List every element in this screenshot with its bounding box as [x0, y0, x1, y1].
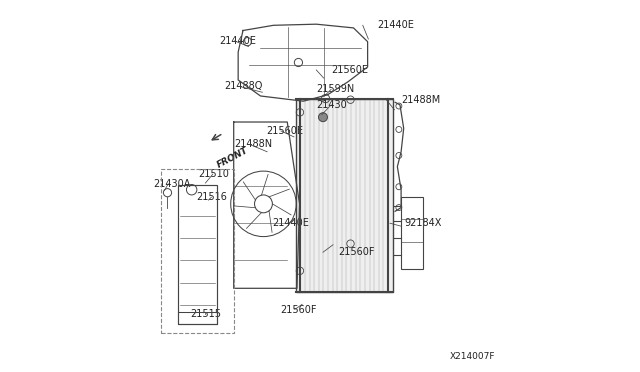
Bar [161, 169, 234, 333]
Text: 21599N: 21599N [316, 84, 355, 94]
Bar [401, 197, 424, 269]
Text: 21440E: 21440E [378, 20, 415, 30]
Bar [296, 99, 392, 292]
Text: 21560E: 21560E [331, 65, 368, 75]
Text: 21430: 21430 [316, 100, 347, 110]
Text: 21510: 21510 [198, 169, 229, 179]
Text: 21430A: 21430A [154, 179, 191, 189]
Text: 92184X: 92184X [405, 218, 442, 228]
Text: 21515: 21515 [191, 310, 221, 319]
Text: 21440E: 21440E [220, 36, 257, 46]
Circle shape [319, 113, 328, 122]
Text: 21440E: 21440E [273, 218, 309, 228]
Bar [178, 185, 216, 324]
Text: X214007F: X214007F [450, 352, 495, 361]
Text: 21488Q: 21488Q [224, 81, 262, 91]
Text: 21488M: 21488M [401, 95, 440, 105]
Text: 21516: 21516 [196, 192, 227, 202]
Text: 21560F: 21560F [280, 305, 316, 314]
Text: FRONT: FRONT [215, 146, 250, 170]
Text: 21560F: 21560F [338, 247, 374, 257]
Text: 21488N: 21488N [234, 140, 273, 149]
Text: 21560E: 21560E [266, 126, 303, 136]
